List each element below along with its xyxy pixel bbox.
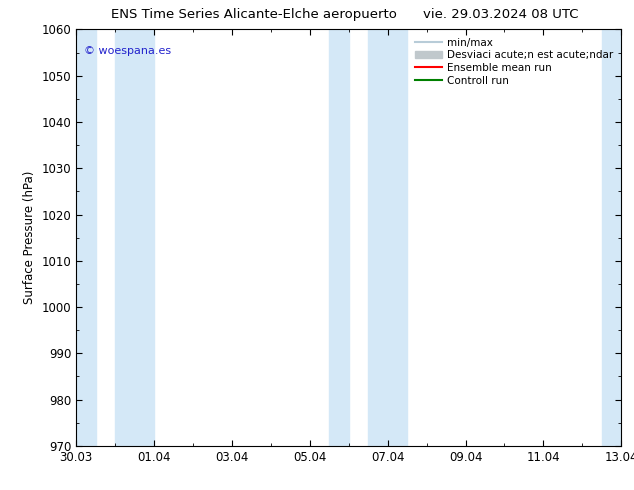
- Y-axis label: Surface Pressure (hPa): Surface Pressure (hPa): [23, 171, 36, 304]
- Bar: [329, 29, 349, 446]
- Text: ENS Time Series Alicante-Elche aeropuerto: ENS Time Series Alicante-Elche aeropuert…: [111, 8, 396, 21]
- Legend: min/max, Desviaci acute;n est acute;ndar, Ensemble mean run, Controll run: min/max, Desviaci acute;n est acute;ndar…: [412, 35, 616, 89]
- Bar: [602, 29, 621, 446]
- Text: © woespana.es: © woespana.es: [84, 46, 171, 56]
- Bar: [115, 29, 154, 446]
- Bar: [76, 29, 96, 446]
- Bar: [368, 29, 407, 446]
- Text: vie. 29.03.2024 08 UTC: vie. 29.03.2024 08 UTC: [423, 8, 579, 21]
